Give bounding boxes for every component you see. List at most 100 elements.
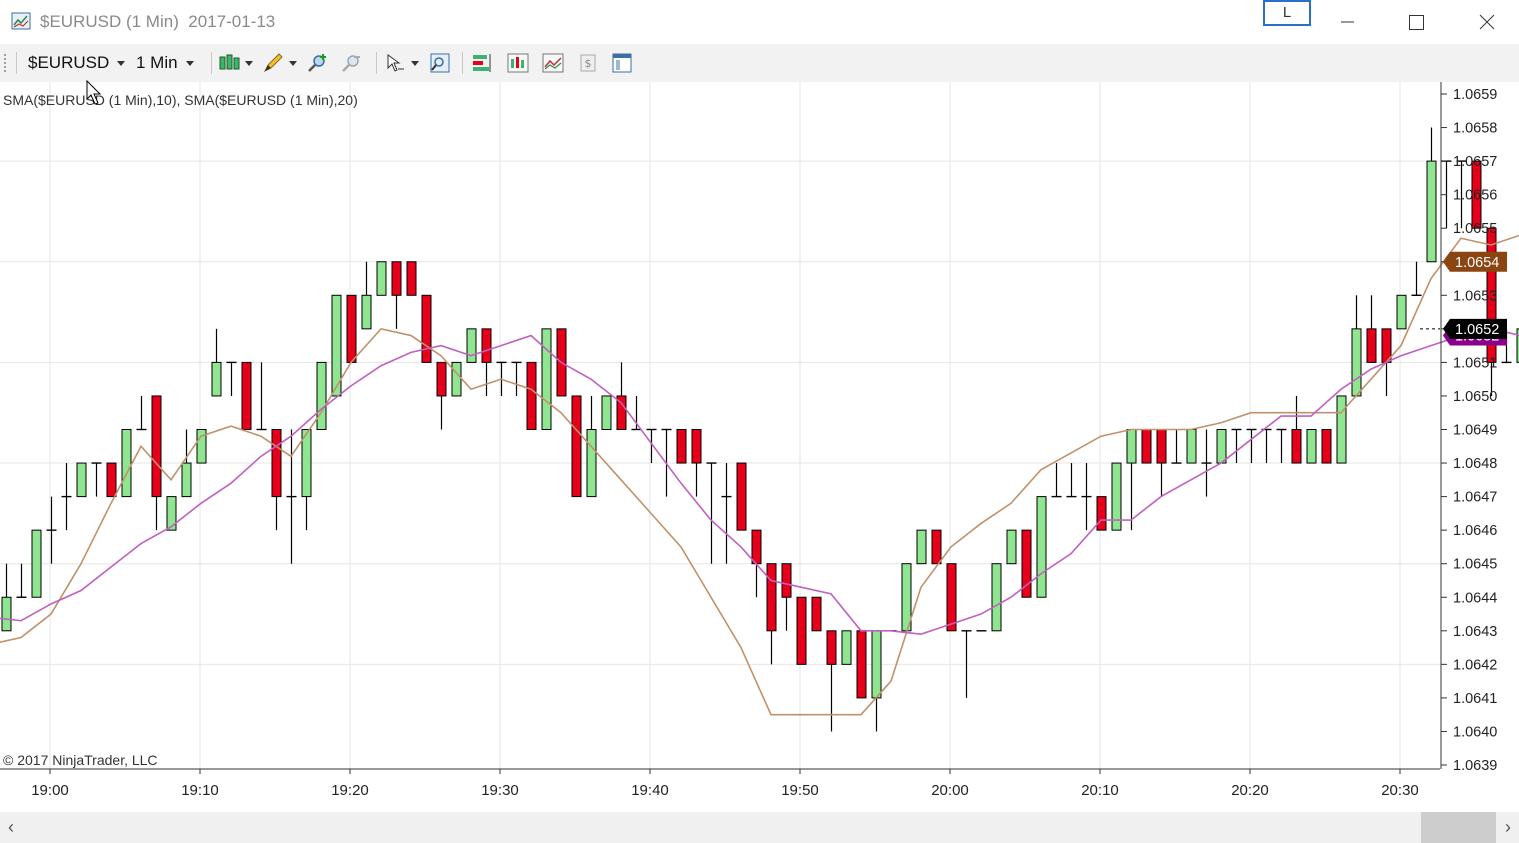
candle [1081, 463, 1092, 531]
strategies-icon[interactable] [470, 52, 494, 74]
price-chart[interactable]: 1.0659 1.0658 1.0657 1.0656 1.0655 1.0654 1.06… [0, 82, 1519, 812]
candle-body-up [166, 496, 177, 531]
candle-body-down [571, 395, 582, 498]
candle-body-up [916, 529, 927, 565]
candle-body-down [1321, 429, 1332, 464]
candle-body-up [586, 429, 597, 498]
time-tick-label: 19:10 [181, 782, 219, 799]
candle-body-down [751, 529, 762, 565]
drawing-tool-icon[interactable] [262, 52, 286, 74]
candle-body-up [181, 462, 192, 498]
price-icon[interactable]: $ [576, 52, 600, 74]
scroll-left-icon[interactable]: ‹ [8, 817, 14, 837]
candle-body-down [1471, 160, 1482, 229]
candle [826, 630, 837, 732]
candle [1291, 395, 1302, 464]
candle [781, 563, 792, 631]
candle [1006, 529, 1017, 565]
candle-body-up [541, 328, 552, 431]
candle [916, 529, 927, 565]
candle-body-up [601, 395, 612, 431]
chevron-down-icon[interactable] [411, 61, 419, 66]
chart-trader-icon[interactable] [541, 52, 565, 74]
candle-body-up [361, 294, 372, 330]
candle [1231, 428, 1242, 464]
zoom-out-icon[interactable] [340, 52, 364, 74]
candle-body-down [826, 630, 837, 665]
candle [1456, 160, 1467, 229]
title-bar: $EURUSD (1 Min) 2017-01-13 L [0, 0, 1519, 44]
price-tick-label: 1.0646 [1453, 523, 1497, 539]
copyright-text: © 2017 NinjaTrader, LLC [3, 752, 158, 768]
candle-body-down [1291, 429, 1302, 464]
candle [316, 361, 327, 430]
candle [1156, 429, 1167, 497]
price-tag-label: 1.0654 [1455, 255, 1499, 271]
candle [1096, 496, 1107, 531]
candle [16, 563, 27, 598]
candle-body-up [1396, 294, 1407, 330]
chart-style-icon[interactable] [218, 52, 242, 74]
chevron-down-icon[interactable] [289, 61, 297, 66]
candle [256, 362, 267, 431]
minimize-icon[interactable] [1333, 8, 1361, 36]
instrument-selector[interactable]: $EURUSD [28, 52, 126, 74]
candle [451, 361, 462, 397]
candle [766, 563, 777, 665]
candle-body-up [871, 630, 882, 699]
candle-body-up [1351, 328, 1362, 397]
toolbar-grip[interactable] [3, 53, 7, 73]
candle [691, 429, 702, 497]
candle [1036, 496, 1047, 598]
candle-body-down [781, 563, 792, 598]
candle-body-up [211, 361, 222, 397]
candle-body-up [76, 462, 87, 498]
price-tick-label: 1.0642 [1453, 657, 1497, 673]
zoom-in-icon[interactable] [306, 52, 330, 74]
candle [391, 261, 402, 329]
properties-icon[interactable] [610, 52, 634, 74]
link-button[interactable]: L [1263, 0, 1311, 26]
candle-body-down [346, 294, 357, 363]
close-icon[interactable] [1473, 8, 1501, 36]
candle [1426, 127, 1437, 263]
svg-text:$: $ [585, 57, 592, 70]
candle [931, 529, 942, 565]
candle [181, 429, 192, 498]
candle [1216, 429, 1227, 464]
candle-body-down [766, 563, 777, 632]
sma10-line [0, 234, 1519, 716]
candle-body-down [1486, 227, 1497, 363]
time-tick-label: 20:20 [1231, 782, 1269, 799]
candle-body-down [1366, 328, 1377, 363]
candle-body-down [691, 429, 702, 464]
scroll-right-icon[interactable]: › [1505, 817, 1511, 837]
price-tick-label: 1.0655 [1453, 221, 1497, 237]
candle-body-up [1036, 496, 1047, 598]
candle-body-up [1, 596, 12, 632]
pointer-icon[interactable] [384, 52, 408, 74]
candle [1246, 428, 1257, 464]
candle-body-down [1156, 429, 1167, 464]
interval-selector[interactable]: 1 Min [136, 52, 194, 74]
indicators-icon[interactable] [506, 52, 530, 74]
candle-body-up [466, 328, 477, 363]
candle [946, 563, 957, 632]
chevron-down-icon[interactable] [245, 61, 253, 66]
chevron-down-icon [185, 61, 194, 67]
candle [226, 361, 237, 396]
scroll-thumb[interactable] [1421, 812, 1496, 843]
candle-body-down [931, 529, 942, 565]
candle-body-down [796, 596, 807, 665]
price-tick-label: 1.0653 [1453, 288, 1497, 304]
maximize-icon[interactable] [1402, 8, 1430, 36]
data-box-icon[interactable] [428, 52, 452, 74]
price-tag-sma10: 1.0654 [1443, 251, 1507, 272]
horizontal-scrollbar[interactable]: ‹ › [0, 812, 1519, 843]
price-tick-label: 1.0656 [1453, 188, 1497, 204]
price-tick-label: 1.0658 [1453, 121, 1497, 137]
candle [541, 328, 552, 431]
candle [376, 261, 387, 296]
candle-body-up [451, 361, 462, 397]
candle [241, 361, 252, 430]
